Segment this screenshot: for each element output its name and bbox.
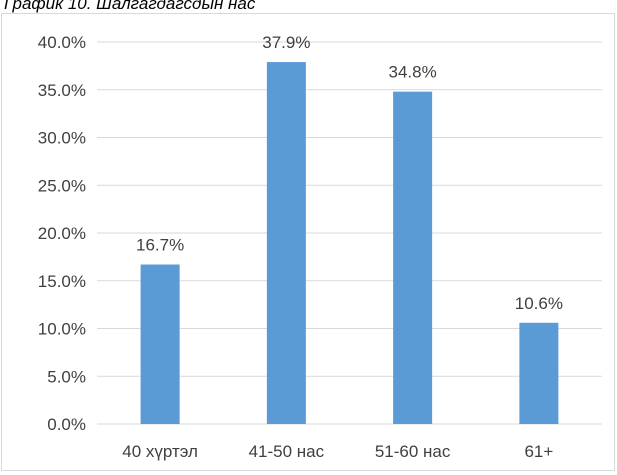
y-tick-label: 35.0% xyxy=(38,81,86,100)
bars xyxy=(140,62,559,425)
data-label: 10.6% xyxy=(515,294,563,313)
y-tick-label: 5.0% xyxy=(47,367,86,386)
x-axis-tick-labels: 40 хүртэл 41-50 нас 51-60 нас 61+ xyxy=(122,442,553,461)
y-tick-label: 30.0% xyxy=(38,129,86,148)
gridlines xyxy=(97,41,602,425)
bar-2 xyxy=(393,91,433,424)
y-axis-tick-labels: 0.0% 5.0% 10.0% 15.0% 20.0% 25.0% 30.0% 35.0% 40… xyxy=(38,33,86,434)
x-tick-label: 41-50 нас xyxy=(249,442,325,461)
data-labels: 16.7% 37.9% 34.8% 10.6% xyxy=(136,33,563,313)
y-tick-label: 25.0% xyxy=(38,176,86,195)
bar-3 xyxy=(519,322,559,424)
y-tick-label: 40.0% xyxy=(38,33,86,52)
y-tick-label: 0.0% xyxy=(47,415,86,434)
y-tick-label: 20.0% xyxy=(38,224,86,243)
x-tick-label: 61+ xyxy=(524,442,553,461)
chart-area: 0.0% 5.0% 10.0% 15.0% 20.0% 25.0% 30.0% 35.0% 40… xyxy=(1,13,615,471)
y-tick-label: 15.0% xyxy=(38,272,86,291)
x-tick-label: 51-60 нас xyxy=(375,442,451,461)
bar-1 xyxy=(266,62,306,425)
data-label: 34.8% xyxy=(389,63,437,82)
x-tick-label: 40 хүртэл xyxy=(122,442,198,461)
chart-caption: График 10. Шалгагдагсдын нас xyxy=(4,0,256,13)
data-label: 16.7% xyxy=(136,236,184,255)
bar-chart: 0.0% 5.0% 10.0% 15.0% 20.0% 25.0% 30.0% 35.0% 40… xyxy=(38,33,602,461)
data-label: 37.9% xyxy=(262,33,310,52)
y-tick-label: 10.0% xyxy=(38,320,86,339)
bar-0 xyxy=(140,264,180,424)
